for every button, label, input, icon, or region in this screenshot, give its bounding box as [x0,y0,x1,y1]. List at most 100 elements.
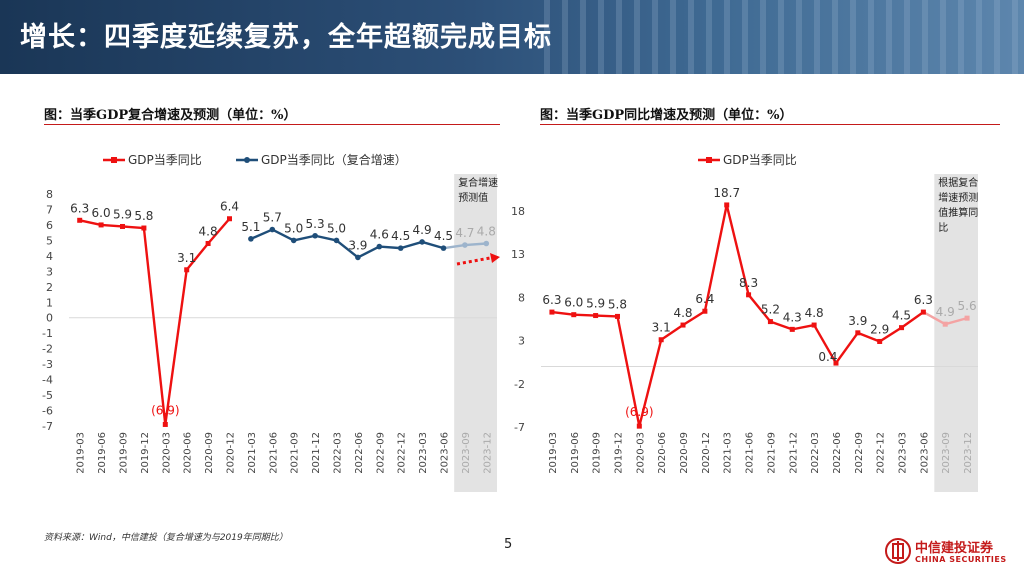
chart-1-series-2-segment [293,234,316,242]
chart-1-series-1-point [162,421,168,427]
chart-2-series-1-segment [616,316,641,427]
chart-2-series-1-segment [595,314,618,318]
chart-1-data-label: 3.1 [177,251,196,265]
chart-2-y-tick-label: 3 [518,335,525,348]
chart-1-forecast-label-line: 复合增速 [458,176,498,189]
chart-1-series-2-segment [335,239,359,259]
chart-1-series-2-point [397,245,404,251]
chart-1-data-label: 5.0 [284,221,303,235]
chart-1-legend-marker [111,157,117,163]
chart-1-x-tick-label: 2023-03 [418,432,429,474]
chart-1-data-label: 6.4 [220,200,239,214]
chart-2-series-1-segment [703,204,728,312]
chart-1-x-tick-label: 2020-06 [183,432,194,474]
chart-2-series-1-segment [944,316,968,326]
header-background-pattern [544,0,1024,74]
chart-2-x-tick-label: 2022-09 [854,432,865,474]
chart-2-series-1-segment [835,332,859,364]
chart-1-series-1-point [77,217,83,223]
chart-2-series-1-point [549,309,555,315]
chart-1-x-tick-label: 2020-03 [161,432,172,474]
chart-2-data-label: 6.4 [695,292,714,306]
chart-2-data-label: 5.2 [761,303,780,317]
chart-2-x-tick-label: 2022-03 [810,432,821,474]
chart-2-y-tick-label: 18 [511,205,525,218]
chart-1-series-2-segment [400,240,423,250]
chart-1-x-tick-label: 2022-06 [354,432,365,474]
chart-1-y-tick-label: 4 [46,250,53,263]
chart-1-series-2-point [248,236,254,242]
chart-1-series-1-segment [142,227,167,425]
chart-1-data-label: 4.6 [370,228,389,242]
chart-1-y-tick-label: -1 [42,327,53,340]
chart-1-series-2-segment [464,242,487,247]
chart-2-series-1-segment [573,313,596,317]
chart-2-x-tick-label: 2019-09 [592,432,603,474]
chart-1-series-2-point [440,245,447,251]
chart-2-series-1-segment [682,310,706,327]
chart-2-series-1-point [746,292,752,298]
chart-1-caption: 图：当季GDP复合增速及预测（单位：%） [44,108,297,123]
chart-1-data-label: 5.3 [306,217,325,231]
chart-1-series-2-point [376,243,383,250]
page-title: 增长：四季度延续复苏，全年超额完成目标 [20,22,552,53]
chart-1-data-label: 5.8 [134,209,153,223]
chart-2-series-1-point [724,202,730,208]
chart-1-y-tick-label: 5 [46,234,53,247]
chart-2-series-1-segment [551,310,574,316]
chart-1-y-tick-label: 3 [46,265,53,278]
chart-1-y-tick-label: -2 [42,343,53,356]
chart-1-y-tick-label: 2 [46,281,53,294]
chart-1-x-tick-label: 2022-12 [397,432,408,474]
chart-2-x-tick-label: 2022-12 [876,432,887,474]
chart-2-x-tick-label: 2020-06 [657,432,668,474]
chart-1-y-tick-label: 8 [46,188,53,201]
chart-2-x-tick-label: 2019-06 [570,432,581,474]
page-number: 5 [504,537,513,552]
chart-2-series-1-segment [813,324,838,364]
chart-1-data-label: 4.5 [391,229,410,243]
chart-2-series-1-point [855,330,861,336]
chart-2-series-1-point [593,313,599,319]
chart-2-series-1-point [942,321,948,327]
chart-1-data-label: 6.0 [92,206,111,220]
logo-emblem-icon [885,538,911,564]
chart-1-series-2-segment [250,228,273,240]
chart-1-x-tick-label: 2022-03 [333,432,344,474]
chart-1-x-tick-label: 2019-09 [119,432,130,474]
chart-2-data-label: 18.7 [713,186,740,200]
chart-2-y-tick-label: 13 [511,248,525,261]
logo-text-cn: 中信建投证券 [915,541,994,556]
chart-1-x-tick-label: 2023-09 [461,432,472,474]
chart-2-x-tick-label: 2021-06 [745,432,756,474]
chart-2-x-tick-label: 2022-06 [832,432,843,474]
chart-2-series-1-segment [857,331,881,343]
chart-1-y-tick-label: -7 [42,420,53,433]
chart-2-forecast-label-line: 根据复合 [938,176,978,189]
chart-1-x-tick-label: 2022-09 [375,432,386,474]
chart-1-y-tick-label: 0 [46,312,53,325]
chart-1-series-2-point [269,226,276,233]
chart-2-x-tick-label: 2023-03 [898,432,909,474]
chart-2-data-label: 3.1 [652,321,671,335]
chart-2-series-1-segment [638,339,663,427]
chart-2-series-1-segment [922,311,946,326]
chart-2-series-1-point [636,423,642,429]
chart-2-data-label: (6.9) [625,405,653,419]
chart-1-forecast-label-line: 预测值 [458,191,488,204]
chart-1-data-label: 4.9 [413,223,432,237]
chart-2-series-1-point [964,315,970,321]
chart-1-series-2-point [312,232,318,239]
chart-2-data-label: 8.3 [739,276,758,290]
chart-2-data-label: 6.0 [564,296,583,310]
chart-2-x-tick-label: 2019-12 [613,432,624,474]
chart-2-data-label: 5.6 [958,299,977,313]
chart-1-x-tick-label: 2023-12 [482,432,493,474]
chart-2-data-label: 4.8 [805,306,824,320]
chart-2-x-tick-label: 2021-03 [723,432,734,474]
chart-2-y-tick-label: -7 [514,421,525,434]
chart-2-x-tick-label: 2023-12 [963,432,974,474]
chart-2-series-1-point [899,325,905,331]
chart-1-series-1-point [184,267,190,273]
chart-1-data-label: 4.8 [199,224,218,238]
